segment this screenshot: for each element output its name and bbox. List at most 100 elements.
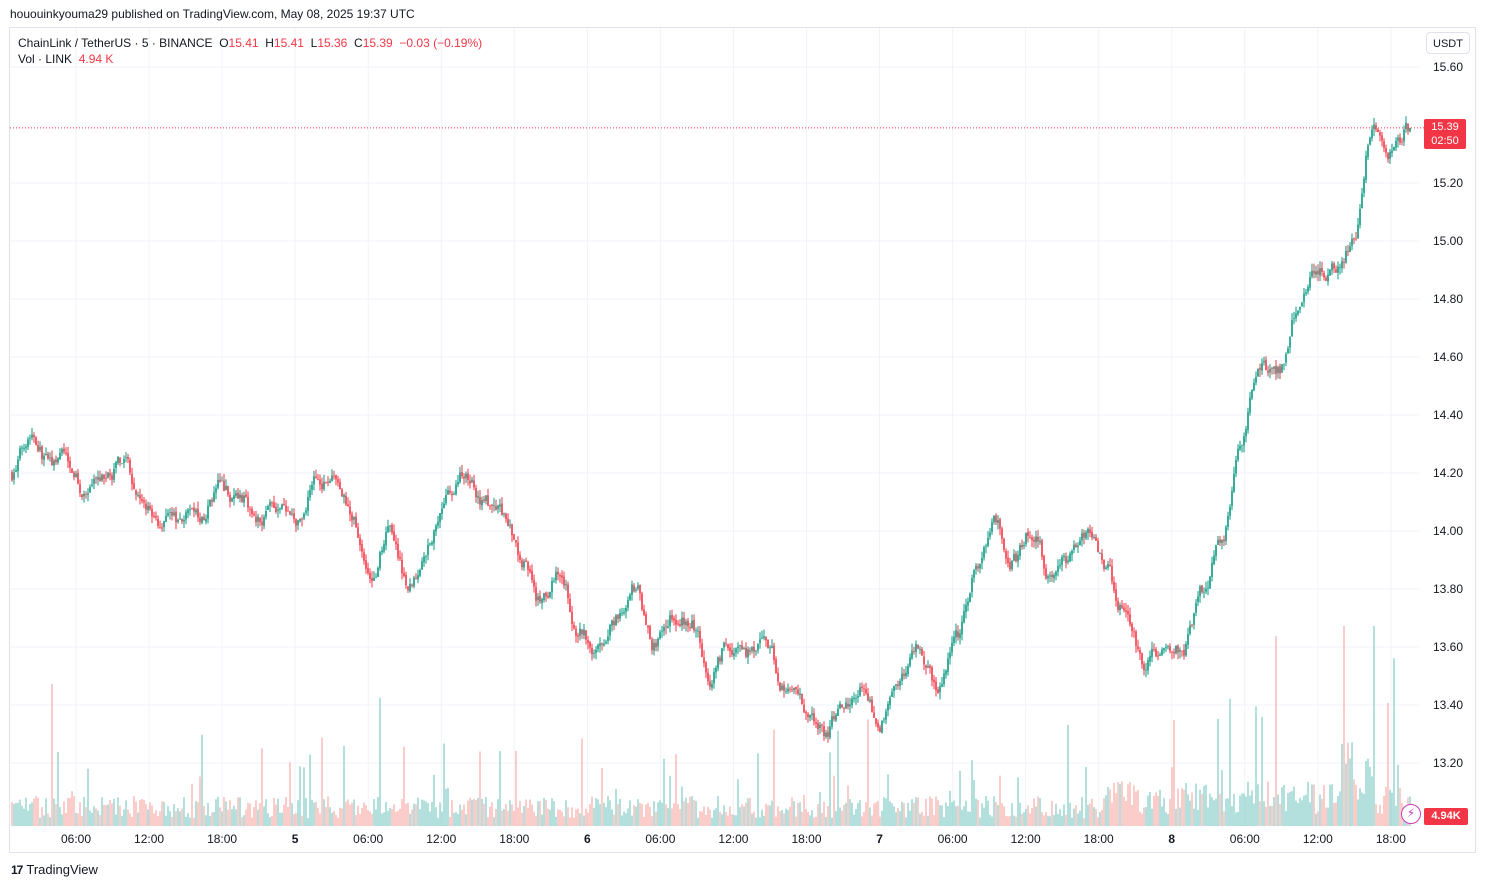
candle-body: [93, 478, 95, 484]
lightning-icon[interactable]: ⚡: [1401, 804, 1421, 824]
candle-body: [1051, 574, 1053, 578]
candle-body: [585, 630, 587, 640]
volume-bar: [481, 799, 483, 826]
volume-bar: [865, 802, 867, 826]
volume-bar: [11, 801, 13, 826]
candle-body: [397, 543, 399, 558]
candle-body: [525, 560, 527, 562]
candle-body: [721, 648, 723, 662]
candle-body: [541, 599, 543, 603]
volume-bar: [967, 811, 969, 826]
candle-body: [39, 446, 41, 451]
candle-body: [113, 469, 115, 480]
candle-body: [1201, 585, 1203, 593]
time-axis: 06:00 12:00 18:00 5 06:00 12:00 18:00 6 06:00 12:…: [61, 832, 1406, 846]
candle-body: [631, 584, 633, 595]
candle-body: [1383, 141, 1385, 149]
candle-body: [1159, 654, 1161, 656]
candle-body: [1183, 649, 1185, 656]
candle-body: [923, 656, 925, 665]
volume-bar: [889, 801, 891, 826]
candle-body: [1193, 613, 1195, 625]
candle-body: [725, 643, 727, 645]
volume-bar: [127, 809, 129, 826]
volume-bar: [1115, 793, 1117, 826]
volume-bar: [1215, 798, 1217, 826]
volume-bar: [911, 799, 913, 826]
volume-bar: [895, 812, 897, 826]
volume-bar: [35, 796, 37, 826]
legend-symbol[interactable]: ChainLink / TetherUS · 5 · BINANCE: [18, 36, 213, 50]
volume-bar: [263, 806, 265, 826]
candle-body: [321, 483, 323, 490]
candle-body: [1309, 277, 1311, 288]
volume-bar: [743, 806, 745, 826]
candle-body: [1241, 444, 1243, 446]
candle-body: [197, 508, 199, 518]
volume-bar: [1205, 784, 1207, 826]
volume-bar: [187, 813, 189, 826]
volume-bar: [483, 803, 485, 826]
tradingview-brand[interactable]: 17 TradingView: [11, 862, 98, 877]
volume-bar: [77, 813, 79, 826]
chart-pane[interactable]: [9, 27, 1476, 853]
candle-body: [31, 434, 33, 438]
volume-bar: [709, 809, 711, 826]
candle-body: [145, 503, 147, 510]
candle-body: [819, 724, 821, 729]
candle-body: [667, 626, 669, 629]
candle-body: [99, 477, 101, 482]
candle-body: [1105, 567, 1107, 570]
candle-body: [275, 507, 277, 512]
candle-body: [675, 619, 677, 625]
candle-body: [963, 611, 965, 623]
volume-bar: [503, 809, 505, 826]
volume-bar: [885, 798, 887, 826]
candle-body: [1311, 270, 1313, 277]
volume-bar: [1007, 816, 1009, 826]
candle-body: [569, 598, 571, 613]
candle-body: [21, 447, 23, 449]
candle-body: [245, 494, 247, 497]
legend-volume-label[interactable]: Vol · LINK: [18, 52, 73, 66]
volume-bar: [747, 798, 749, 826]
candle-body: [657, 638, 659, 647]
volume-bar: [819, 791, 821, 826]
candle-body: [295, 519, 297, 526]
candle-body: [1093, 537, 1095, 538]
volume-bar: [1203, 785, 1205, 826]
volume-bar: [115, 814, 117, 826]
candle-body: [123, 459, 125, 463]
candle-body: [1059, 564, 1061, 567]
candle-body: [353, 516, 355, 520]
volume-bar: [1355, 784, 1357, 826]
volume-bar: [1353, 779, 1355, 826]
volume-bar: [823, 801, 825, 826]
candle-body: [531, 570, 533, 581]
volume-bar: [571, 807, 573, 826]
candle-body: [893, 685, 895, 692]
candle-body: [51, 457, 53, 466]
volume-bar: [1019, 802, 1021, 826]
volume-bar: [1121, 781, 1123, 826]
candle-body: [1291, 320, 1293, 337]
volume-bar: [627, 808, 629, 826]
legend-high-label: H: [265, 36, 274, 50]
volume-bar: [407, 802, 409, 826]
candle-body: [1007, 557, 1009, 563]
candle-body: [1033, 539, 1035, 542]
volume-bar: [1097, 817, 1099, 826]
currency-button[interactable]: USDT: [1426, 32, 1470, 54]
volume-bar: [1065, 814, 1067, 826]
volume-bar: [1273, 797, 1275, 826]
volume-bar: [1393, 658, 1395, 826]
candle-body: [1023, 544, 1025, 547]
volume-bar: [265, 799, 267, 826]
volume-bar: [1327, 807, 1329, 826]
candle-body: [529, 568, 531, 572]
volume-bar: [981, 803, 983, 826]
volume-bar: [135, 801, 137, 826]
candle-body: [83, 493, 85, 497]
candle-body: [947, 658, 949, 672]
